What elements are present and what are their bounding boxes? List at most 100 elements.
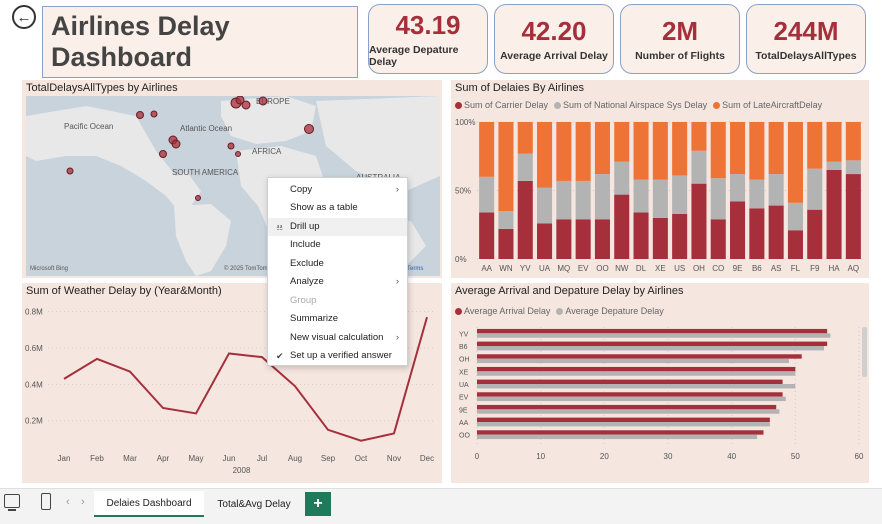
bar-segment[interactable] [749,122,765,180]
bar-segment[interactable] [787,202,803,231]
map-bubble[interactable] [241,100,251,110]
bar-segment[interactable] [826,122,842,162]
bar[interactable] [477,396,786,402]
bar-segment[interactable] [787,230,803,259]
bar-segment[interactable] [556,122,572,181]
bar[interactable] [477,333,831,338]
bar-segment[interactable] [479,176,495,213]
map-bubble[interactable] [235,151,241,157]
bar[interactable] [477,379,783,384]
bar-segment[interactable] [537,223,553,259]
kpi-card-avg-arrival-delay[interactable]: 42.20 Average Arrival Delay [494,4,614,74]
bar-segment[interactable] [537,122,553,188]
bar[interactable] [477,328,828,334]
bar-segment[interactable] [556,219,572,259]
bar-segment[interactable] [556,180,572,220]
bar-segment[interactable] [710,219,726,259]
map-bubble[interactable] [235,96,245,105]
mobile-view-icon[interactable] [41,493,51,510]
bar-segment[interactable] [730,201,746,259]
bar-segment[interactable] [498,211,514,229]
bar-segment[interactable] [807,209,823,259]
bar-segment[interactable] [672,213,688,259]
map-bubble[interactable] [304,124,314,134]
bar-segment[interactable] [517,153,533,181]
map-bubble[interactable] [171,139,181,149]
bar-segment[interactable] [787,122,803,203]
back-arrow-icon[interactable]: ← [12,5,36,29]
map-canvas[interactable]: Pacific Ocean Atlantic Ocean EUROPE AFRI… [26,96,442,276]
bar-segment[interactable] [768,122,784,175]
menu-item-summarize[interactable]: Summarize [268,310,407,328]
bar[interactable] [477,346,824,351]
bar[interactable] [477,384,796,389]
bar[interactable] [477,392,783,397]
menu-item-exclude[interactable]: Exclude [268,255,407,273]
bar-segment[interactable] [498,122,514,212]
series-line[interactable] [63,316,428,442]
kpi-card-avg-departure-delay[interactable]: 43.19 Average Depature Delay [368,4,488,74]
legend-item-carrier[interactable]: Sum of Carrier Delay [455,100,548,110]
bar[interactable] [477,358,789,364]
bar-segment[interactable] [652,122,668,180]
bar-segment[interactable] [672,175,688,214]
bar[interactable] [477,417,770,422]
bar[interactable] [477,404,777,410]
bar-segment[interactable] [614,122,630,162]
bar-segment[interactable] [575,122,591,181]
map-bubble[interactable] [159,150,167,158]
menu-item-show-as-table[interactable]: Show as a table [268,199,407,217]
line-chart-plot[interactable]: 0.8M 0.6M 0.4M 0.2M Jan Feb Mar Apr May Jun Jul Aug… [22,298,442,482]
bar-segment[interactable] [807,122,823,169]
hbar-visual[interactable]: Average Arrival and Depature Delay by Ai… [451,283,869,483]
next-page-icon[interactable]: › [81,496,85,508]
bar-segment[interactable] [691,183,707,259]
bar-segment[interactable] [633,179,649,213]
bar-segment[interactable] [633,212,649,259]
bar-segment[interactable] [594,219,610,259]
bar-segment[interactable] [575,180,591,220]
kpi-card-number-of-flights[interactable]: 2M Number of Flights [620,4,740,74]
legend-item-nas[interactable]: Sum of National Airspace Sys Delay [554,100,707,110]
tab-delaies-dashboard[interactable]: Delaies Dashboard [94,491,204,517]
bar-segment[interactable] [768,205,784,259]
bar-segment[interactable] [845,122,861,161]
bar-segment[interactable] [633,122,649,180]
bar-segment[interactable] [479,212,495,259]
bar-segment[interactable] [691,150,707,184]
bar-segment[interactable] [826,161,842,170]
bar-segment[interactable] [730,122,746,175]
bar-segment[interactable] [517,122,533,154]
bar[interactable] [477,366,796,372]
bar-segment[interactable] [594,174,610,220]
menu-item-verified-answer[interactable]: ✔ Set up a verified answer [268,347,407,365]
map-bubble[interactable] [195,195,201,201]
bar-segment[interactable] [672,122,688,176]
bar[interactable] [477,434,758,440]
bar-segment[interactable] [575,219,591,259]
bar-segment[interactable] [845,160,861,175]
menu-item-drill-up[interactable]: ⎂ Drill up [268,218,407,236]
map-visual[interactable]: TotalDelaysAllTypes by Airlines Pacific … [22,80,442,278]
bar-segment[interactable] [710,178,726,220]
bar[interactable] [477,354,802,359]
tab-total-avg-delay[interactable]: Total&Avg Delay [206,491,302,517]
map-bubble[interactable] [136,111,144,119]
bar-segment[interactable] [652,217,668,259]
add-page-button[interactable]: + [305,492,331,516]
bar[interactable] [477,422,770,427]
bar[interactable] [477,430,764,435]
bar-segment[interactable] [749,179,765,209]
bar-segment[interactable] [691,122,707,151]
bar-segment[interactable] [730,174,746,202]
stacked-bar-plot[interactable]: 100% 50% 0% AA WN YV UA MQ EV OO NW DL XE US OH CO 9E B6 A… [451,113,869,278]
bar[interactable] [477,371,796,376]
bar-segment[interactable] [594,122,610,175]
legend-item-departure[interactable]: Average Depature Delay [556,306,664,316]
map-bubble[interactable] [258,96,268,106]
bar-segment[interactable] [768,174,784,206]
bar-segment[interactable] [652,179,668,218]
bar-segment[interactable] [614,161,630,195]
menu-item-copy[interactable]: Copy › [268,181,407,199]
map-bubbles[interactable] [66,96,314,201]
